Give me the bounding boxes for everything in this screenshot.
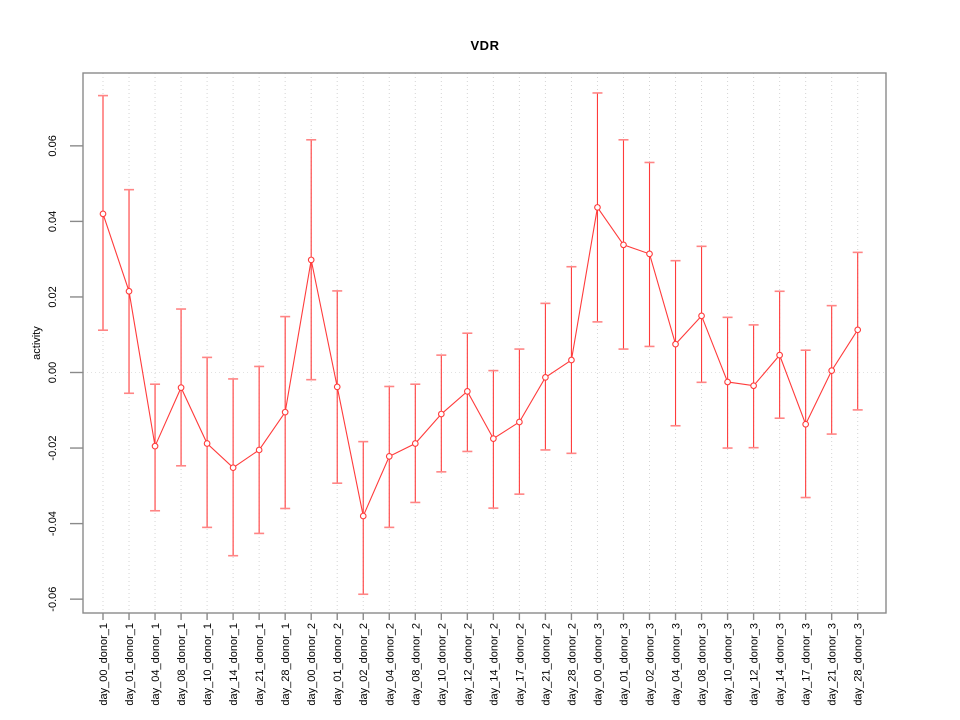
y-tick-label: 0.04 [47,211,59,232]
data-point-marker [255,446,263,454]
x-tick-label: day_04_donor_1 [150,623,162,706]
x-tick-label: day_02_donor_2 [358,623,370,706]
data-point-marker [333,383,341,391]
x-tick-label: day_10_donor_2 [436,623,448,706]
data-point-marker [359,512,367,520]
data-point-marker [151,442,159,450]
x-tick-label: day_14_donor_1 [228,623,240,706]
x-tick-label: day_12_donor_2 [462,623,474,706]
x-tick-label: day_00_donor_2 [306,623,318,706]
series-line [102,206,859,518]
data-point-marker [281,408,289,416]
data-point-marker [490,435,497,442]
data-point-marker [568,356,575,364]
x-tick-label: day_00_donor_3 [592,623,604,706]
chart-title: VDR [470,38,500,53]
x-tick-label: day_12_donor_3 [749,623,761,706]
data-point-marker [802,420,810,428]
data-point-marker [229,464,237,472]
x-tick-label: day_14_donor_3 [775,623,787,706]
x-tick-label: day_28_donor_2 [566,623,578,706]
y-tick-label: -0.04 [47,511,59,536]
x-tick-label: day_28_donor_3 [853,623,865,706]
x-tick-label: day_17_donor_2 [514,623,526,706]
data-point-marker [750,382,757,390]
x-tick-label: day_08_donor_3 [697,623,709,706]
y-tick-label: 0.06 [47,135,59,156]
x-tick-label: day_10_donor_1 [202,623,214,706]
data-point-marker [724,378,731,386]
x-tick-label: day_14_donor_2 [488,623,500,706]
data-point-marker [672,340,679,348]
plot-box [82,72,887,614]
data-point-marker [620,241,627,249]
x-tick-label: day_04_donor_2 [384,623,396,706]
x-tick-label: day_02_donor_3 [645,623,657,706]
data-point-marker [516,418,523,426]
x-tick-label: day_01_donor_1 [124,623,136,706]
x-tick-label: day_10_donor_3 [723,623,735,706]
y-tick-label: -0.02 [47,436,59,461]
x-tick-label: day_00_donor_1 [98,623,110,706]
data-point-marker [99,210,107,218]
data-point-marker [203,440,211,447]
data-point-marker [307,256,315,264]
x-tick-label: day_08_donor_2 [410,623,422,706]
x-tick-label: day_21_donor_3 [827,623,839,706]
y-tick-label: 0.00 [47,362,59,383]
data-point-marker [463,388,471,395]
data-point-marker [776,351,783,359]
data-point-marker [385,453,393,460]
x-tick-label: day_01_donor_2 [332,623,344,706]
data-point-marker [411,440,419,447]
x-tick-label: day_08_donor_1 [176,623,188,706]
data-point-marker [542,374,549,381]
y-tick-label: 0.02 [47,286,59,307]
x-tick-label: day_21_donor_1 [254,623,266,706]
data-point-marker [177,384,185,391]
data-point-marker [698,312,705,320]
y-axis-label: activity [31,326,43,360]
x-tick-label: day_01_donor_3 [618,623,630,706]
x-tick-label: day_17_donor_3 [801,623,813,706]
data-point-marker [828,367,836,374]
data-point-marker [646,250,653,258]
data-point-marker [854,326,862,334]
data-point-marker [437,410,445,418]
x-tick-label: day_28_donor_1 [280,623,292,706]
x-tick-label: day_04_donor_3 [671,623,683,706]
x-tick-label: day_21_donor_2 [540,623,552,706]
data-point-marker [125,287,133,295]
data-point-marker [594,204,601,211]
y-tick-label: -0.06 [47,587,59,612]
